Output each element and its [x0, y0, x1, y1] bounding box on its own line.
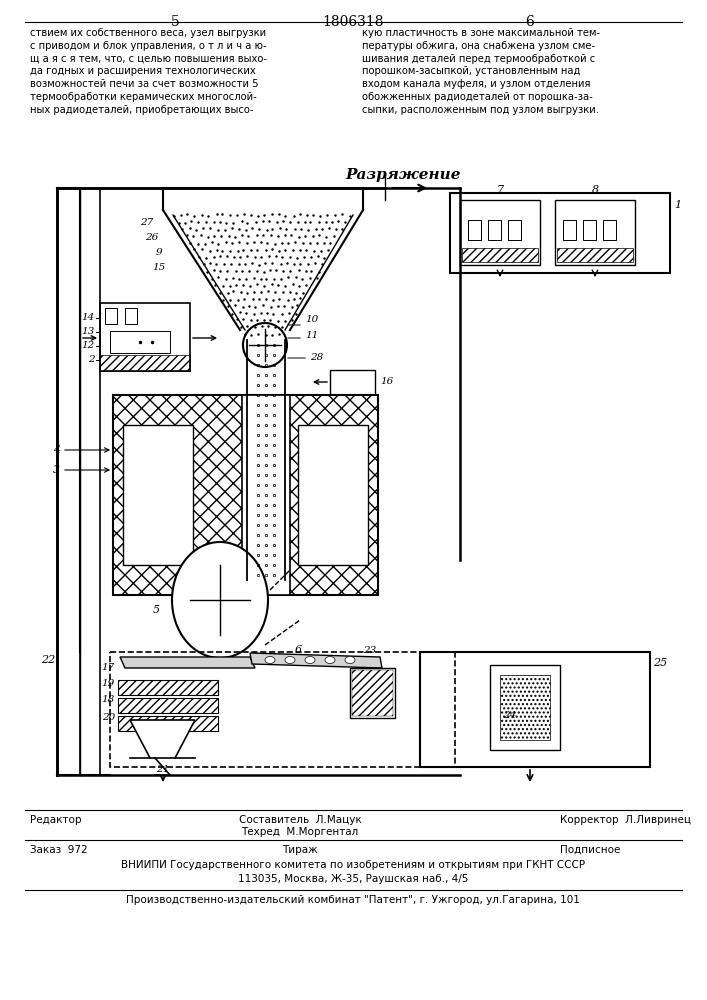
Bar: [350, 668, 395, 718]
Bar: [508, 220, 521, 240]
Text: 15: 15: [153, 263, 166, 272]
Text: 1806318: 1806318: [322, 15, 384, 29]
Text: 17: 17: [102, 664, 115, 672]
Text: 27: 27: [140, 218, 153, 227]
Text: 23: 23: [363, 646, 377, 655]
Bar: [110, 331, 170, 353]
Text: Редактор: Редактор: [30, 815, 81, 825]
Text: 113035, Москва, Ж-35, Раушская наб., 4/5: 113035, Москва, Ж-35, Раушская наб., 4/5: [238, 874, 468, 884]
Ellipse shape: [325, 656, 335, 664]
Text: Заказ  972: Заказ 972: [30, 845, 88, 855]
Text: 26: 26: [145, 233, 158, 242]
Bar: [123, 425, 193, 565]
Bar: [330, 370, 375, 395]
Text: ВНИИПИ Государственного комитета по изобретениям и открытиям при ГКНТ СССР: ВНИИПИ Государственного комитета по изоб…: [121, 860, 585, 870]
Text: 6: 6: [295, 645, 302, 655]
Text: Составитель  Л.Мацук
Техред  М.Моргентал: Составитель Л.Мацук Техред М.Моргентал: [239, 815, 361, 837]
Text: 18: 18: [102, 696, 115, 704]
Text: 3: 3: [53, 465, 60, 475]
Text: 20: 20: [102, 714, 115, 722]
Text: 5: 5: [170, 15, 180, 29]
Bar: [488, 220, 501, 240]
Bar: [100, 355, 190, 371]
Bar: [555, 200, 635, 265]
Bar: [110, 652, 455, 767]
Ellipse shape: [345, 656, 355, 664]
Text: 24: 24: [503, 710, 517, 720]
Bar: [105, 308, 117, 324]
Text: 1: 1: [674, 200, 681, 210]
Ellipse shape: [305, 656, 315, 664]
Bar: [113, 395, 378, 595]
Text: 19: 19: [102, 680, 115, 688]
Text: ствием их собственного веса, узел выгрузки
с приводом и блок управления, о т л и: ствием их собственного веса, узел выгруз…: [30, 28, 267, 115]
Text: 25: 25: [653, 658, 667, 668]
Circle shape: [243, 323, 287, 367]
Polygon shape: [120, 657, 255, 668]
Bar: [583, 220, 596, 240]
Text: кую пластичность в зоне максимальной тем-
пературы обжига, она снабжена узлом см: кую пластичность в зоне максимальной тем…: [362, 28, 600, 115]
Polygon shape: [130, 720, 195, 758]
Bar: [113, 395, 378, 595]
Bar: [118, 716, 218, 731]
Bar: [557, 248, 633, 262]
Ellipse shape: [265, 656, 275, 664]
Text: 11: 11: [305, 330, 318, 340]
Bar: [242, 395, 290, 595]
Text: 22: 22: [41, 655, 55, 665]
Ellipse shape: [172, 542, 268, 658]
Bar: [490, 665, 560, 750]
Text: 28: 28: [310, 354, 323, 362]
Bar: [460, 200, 540, 265]
Bar: [352, 670, 393, 716]
Text: Разряжение: Разряжение: [345, 168, 460, 182]
Bar: [468, 220, 481, 240]
Text: Тираж: Тираж: [282, 845, 318, 855]
Text: Производственно-издательский комбинат "Патент", г. Ужгород, ул.Гагарина, 101: Производственно-издательский комбинат "П…: [126, 895, 580, 905]
Text: 14: 14: [82, 314, 95, 322]
Bar: [100, 303, 190, 371]
Text: 9: 9: [156, 248, 162, 257]
Text: Подписное: Подписное: [560, 845, 620, 855]
Text: 12: 12: [82, 342, 95, 351]
Bar: [450, 193, 670, 273]
Bar: [500, 675, 550, 740]
Bar: [603, 220, 616, 240]
Text: 5: 5: [153, 605, 160, 615]
Text: 10: 10: [305, 316, 318, 324]
Text: 4: 4: [53, 445, 60, 455]
Text: 21: 21: [156, 766, 170, 774]
Text: 8: 8: [592, 185, 599, 195]
Text: Корректор  Л.Ливринец: Корректор Л.Ливринец: [560, 815, 691, 825]
Text: 13: 13: [82, 328, 95, 336]
Bar: [462, 248, 538, 262]
Text: 7: 7: [496, 185, 503, 195]
Bar: [118, 680, 218, 695]
Ellipse shape: [285, 656, 295, 664]
Bar: [125, 308, 137, 324]
Bar: [118, 698, 218, 713]
Polygon shape: [250, 653, 382, 668]
Text: 2: 2: [88, 356, 95, 364]
Bar: [420, 652, 650, 767]
Bar: [563, 220, 576, 240]
Bar: [298, 425, 368, 565]
Text: 6: 6: [525, 15, 534, 29]
Text: 16: 16: [380, 377, 393, 386]
